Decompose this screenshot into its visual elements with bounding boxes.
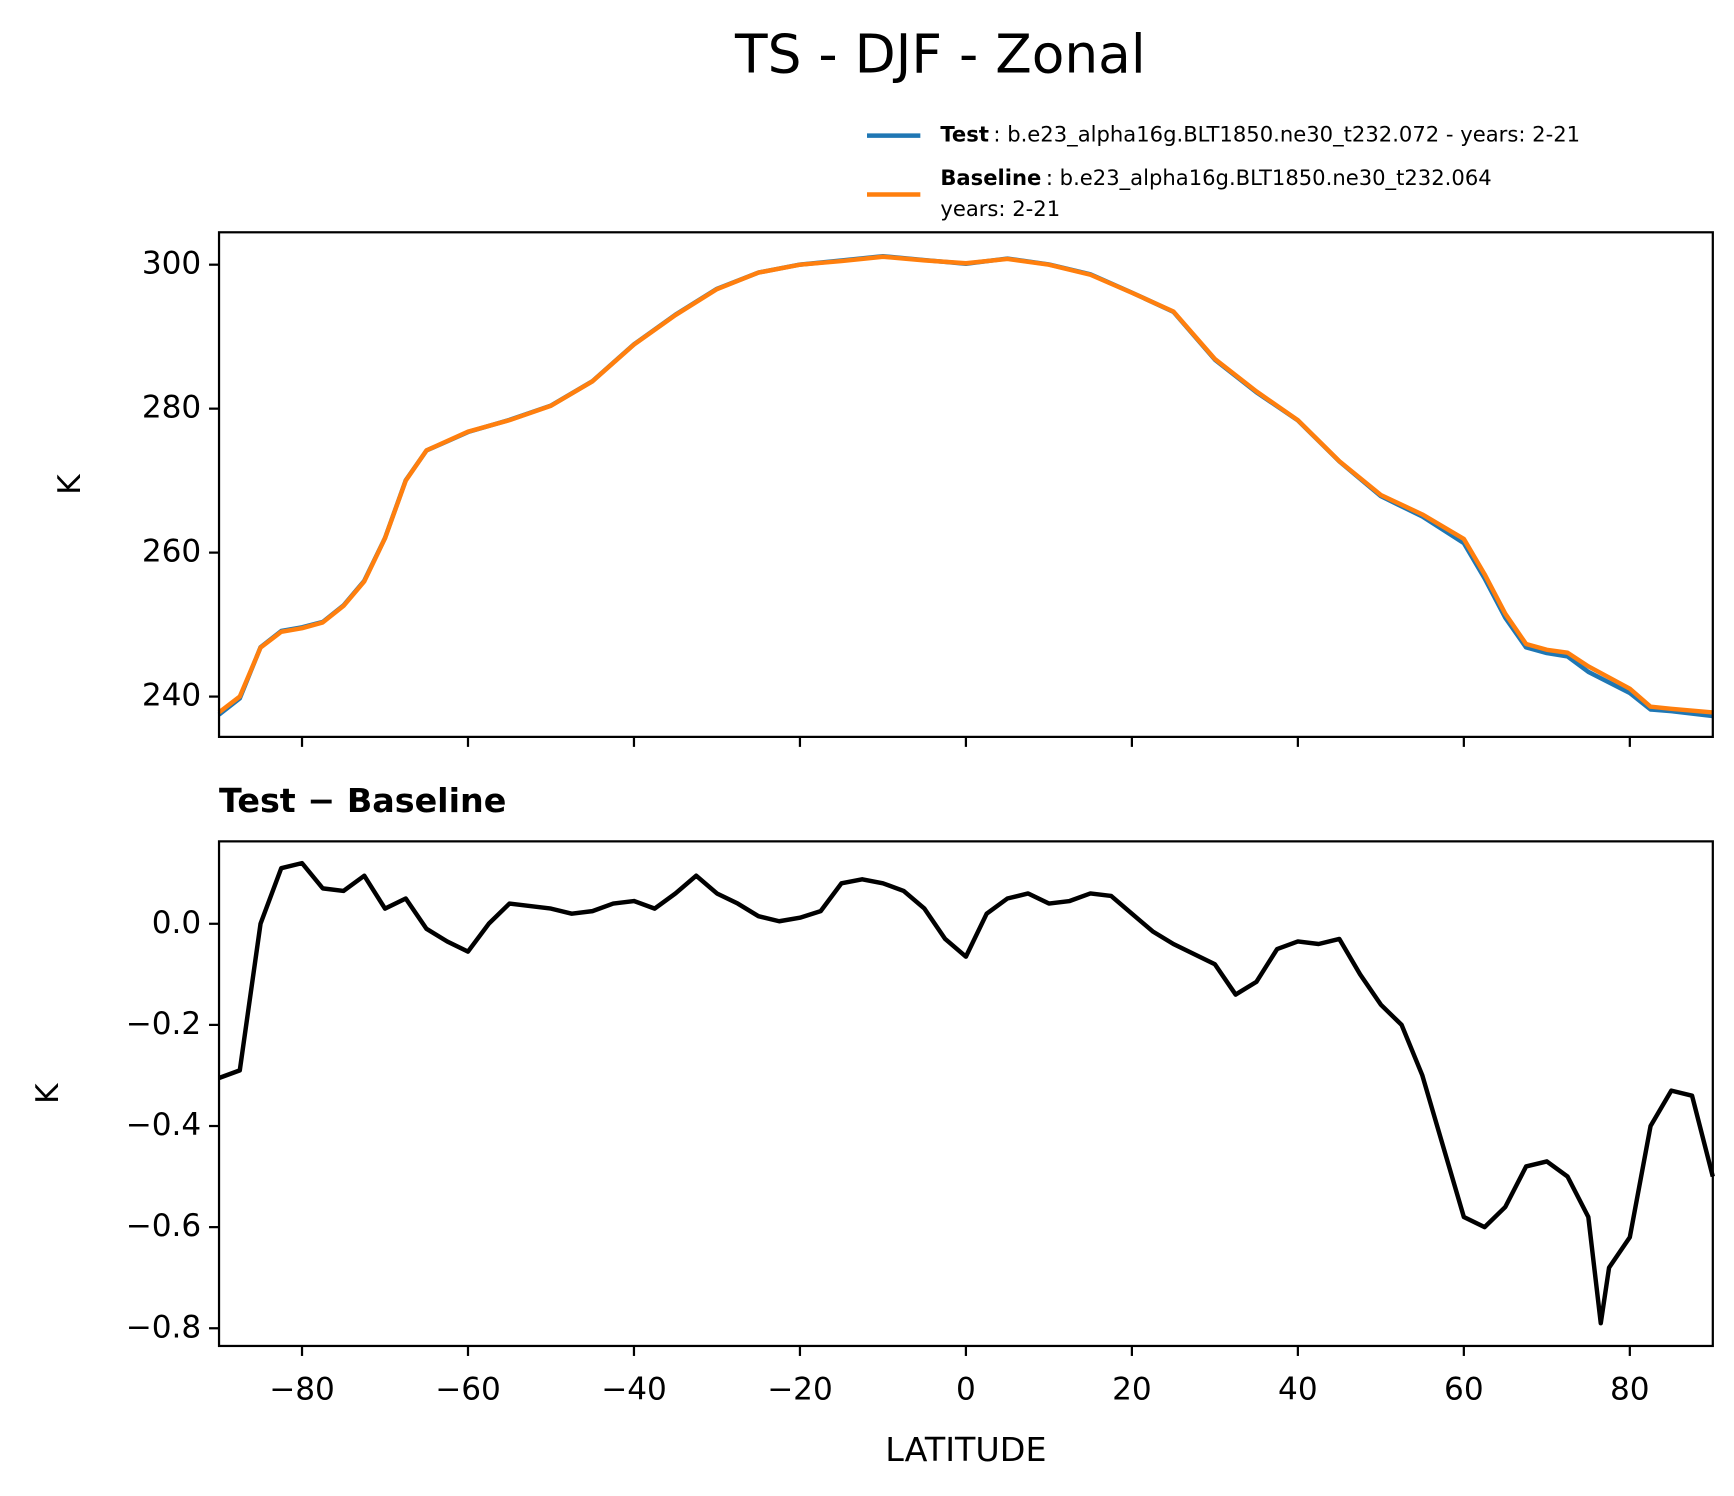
- legend-label: Test: b.e23_alpha16g.BLT1850.ne30_t232.0…: [940, 122, 1580, 148]
- x-tick-label: 40: [1278, 1371, 1318, 1407]
- legend-description: : b.e23_alpha16g.BLT1850.ne30_t232.072 -…: [993, 122, 1580, 148]
- y-axis-label: K: [30, 1082, 66, 1104]
- y-axis-label: K: [52, 473, 88, 495]
- x-tick-label: 20: [1112, 1371, 1152, 1407]
- y-tick-label: 240: [142, 678, 201, 714]
- data-line: [218, 860, 1715, 1326]
- subplot-title: Test − Baseline: [219, 781, 506, 820]
- x-tick-label: −60: [435, 1371, 501, 1407]
- x-tick-label: −40: [601, 1371, 667, 1407]
- data-line: [217, 254, 1713, 715]
- y-tick-label: −0.4: [126, 1107, 202, 1143]
- y-tick-label: −0.8: [126, 1309, 202, 1345]
- legend-label: Baseline: b.e23_alpha16g.BLT1850.ne30_t2…: [940, 165, 1491, 191]
- legend-name: Test: [940, 122, 989, 147]
- x-tick-label: 0: [956, 1371, 976, 1407]
- legend-description: : b.e23_alpha16g.BLT1850.ne30_t232.064: [1046, 165, 1492, 191]
- x-tick-label: 60: [1444, 1371, 1484, 1407]
- x-axis-label: LATITUDE: [885, 1430, 1046, 1469]
- legend-name: Baseline: [940, 165, 1041, 190]
- x-tick-label: −20: [767, 1371, 833, 1407]
- x-tick-label: −80: [269, 1371, 335, 1407]
- y-tick-label: −0.6: [126, 1208, 202, 1244]
- y-tick-label: 260: [142, 534, 201, 570]
- x-tick-label: 80: [1610, 1371, 1650, 1407]
- figure-title: TS - DJF - Zonal: [734, 22, 1146, 85]
- y-tick-label: 0.0: [152, 905, 201, 941]
- legend-description: years: 2-21: [940, 196, 1060, 221]
- y-tick-label: 300: [142, 246, 201, 282]
- y-tick-label: −0.2: [126, 1006, 202, 1042]
- y-tick-label: 280: [142, 390, 201, 426]
